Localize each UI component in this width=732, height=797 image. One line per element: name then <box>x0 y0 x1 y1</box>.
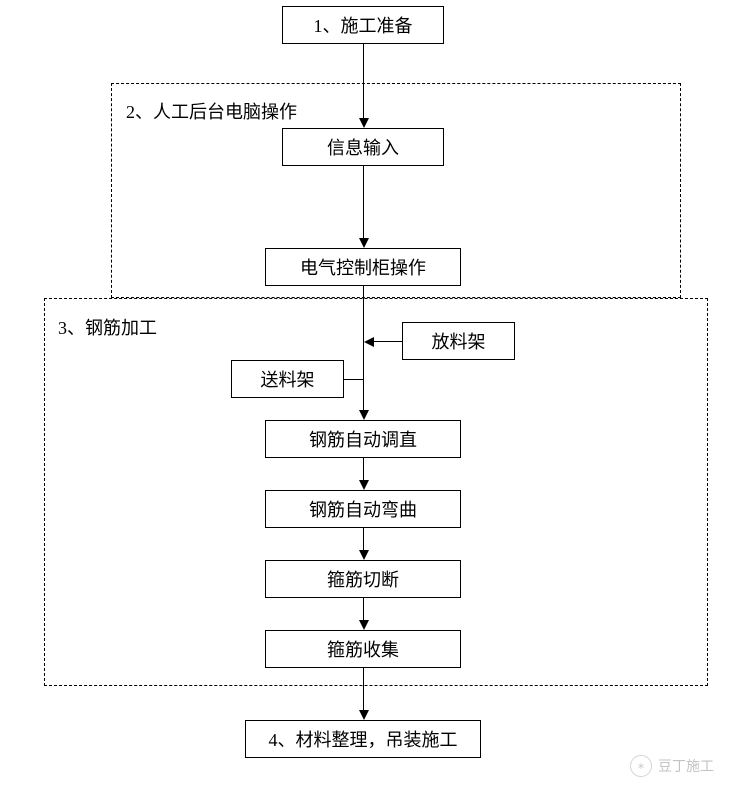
node-auto-bend: 钢筋自动弯曲 <box>265 490 461 528</box>
node-label: 1、施工准备 <box>314 12 413 38</box>
group-2-label: 2、人工后台电脑操作 <box>126 98 297 124</box>
node-start: 1、施工准备 <box>282 6 444 44</box>
flowchart-canvas: 2、人工后台电脑操作 3、钢筋加工 1、施工准备 信息输入 电气控制柜操作 放料… <box>0 0 732 797</box>
group-3-label: 3、钢筋加工 <box>58 314 157 340</box>
node-discharge-rack: 放料架 <box>402 322 515 360</box>
watermark: ✶ 豆丁施工 <box>630 755 714 777</box>
wechat-icon: ✶ <box>630 755 652 777</box>
node-label: 放料架 <box>432 328 486 354</box>
node-label: 钢筋自动调直 <box>309 426 417 452</box>
node-auto-straighten: 钢筋自动调直 <box>265 420 461 458</box>
node-end: 4、材料整理，吊装施工 <box>245 720 481 758</box>
edge <box>363 598 364 622</box>
edge <box>363 528 364 552</box>
edge <box>363 458 364 482</box>
edge <box>363 44 364 120</box>
node-cabinet-op: 电气控制柜操作 <box>265 248 461 286</box>
edge <box>363 668 364 712</box>
edge <box>344 379 364 380</box>
watermark-text: 豆丁施工 <box>658 756 714 776</box>
arrow-head <box>359 550 369 560</box>
node-info-input: 信息输入 <box>282 128 444 166</box>
node-collect: 箍筋收集 <box>265 630 461 668</box>
arrow-head <box>359 480 369 490</box>
node-label: 钢筋自动弯曲 <box>309 496 417 522</box>
arrow-head <box>359 710 369 720</box>
node-feed-rack: 送料架 <box>231 360 344 398</box>
edge <box>363 286 364 412</box>
node-label: 箍筋收集 <box>327 636 399 662</box>
node-label: 电气控制柜操作 <box>300 254 426 280</box>
edge <box>374 341 402 342</box>
node-label: 箍筋切断 <box>327 566 399 592</box>
arrow-head <box>359 118 369 128</box>
node-label: 4、材料整理，吊装施工 <box>269 726 458 752</box>
node-label: 送料架 <box>261 366 315 392</box>
edge <box>363 166 364 240</box>
arrow-head <box>359 620 369 630</box>
node-cut: 箍筋切断 <box>265 560 461 598</box>
arrow-head <box>359 238 369 248</box>
arrow-head <box>359 410 369 420</box>
arrow-head <box>364 337 374 347</box>
node-label: 信息输入 <box>327 134 399 160</box>
